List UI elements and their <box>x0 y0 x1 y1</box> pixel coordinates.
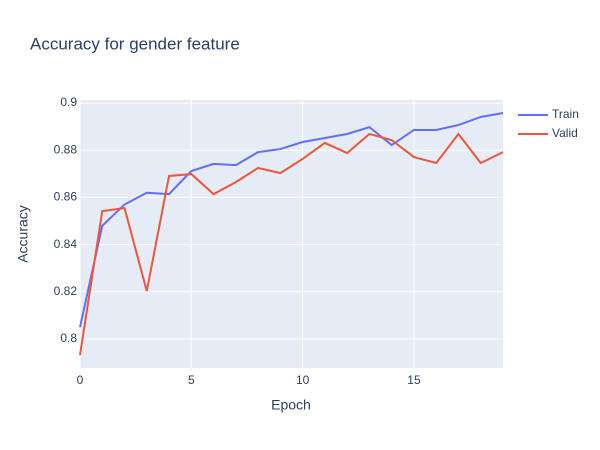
x-tick-label: 5 <box>188 373 195 387</box>
y-tick-label: 0.88 <box>54 142 78 156</box>
x-tick-label: 10 <box>296 373 310 387</box>
x-tick-label: 0 <box>77 373 84 387</box>
y-axis-label: Accuracy <box>15 205 31 263</box>
y-tick-label: 0.82 <box>54 284 78 298</box>
chart-title: Accuracy for gender feature <box>30 34 240 53</box>
plot-area <box>80 100 503 368</box>
x-axis-label: Epoch <box>271 397 311 413</box>
y-tick-label: 0.8 <box>60 331 77 345</box>
x-tick-label: 15 <box>407 373 421 387</box>
y-tick-label: 0.84 <box>54 237 78 251</box>
y-tick-label: 0.9 <box>60 95 77 109</box>
legend-label: Train <box>552 107 579 121</box>
y-tick-label: 0.86 <box>54 190 78 204</box>
line <box>79 111 504 328</box>
line <box>79 132 504 356</box>
legend-label: Valid <box>552 126 578 140</box>
